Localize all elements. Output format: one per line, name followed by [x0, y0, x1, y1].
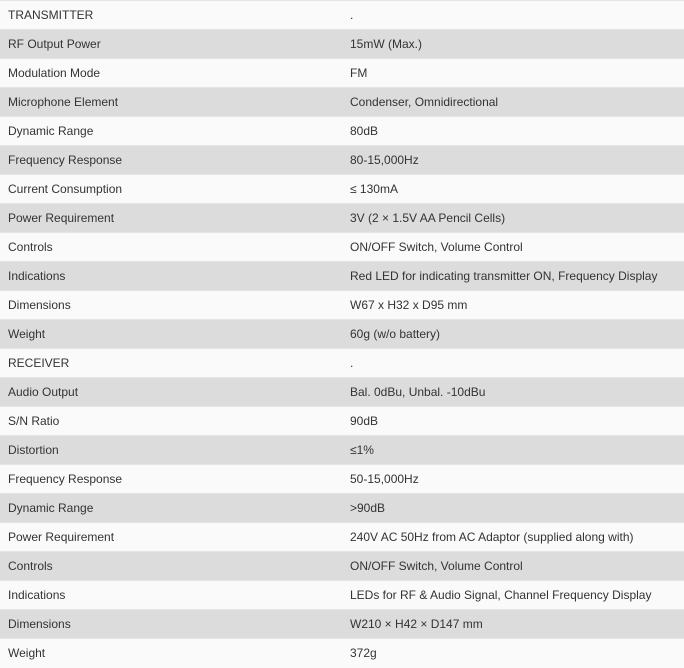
- spec-value: Red LED for indicating transmitter ON, F…: [342, 261, 684, 291]
- spec-value: 90dB: [342, 406, 684, 436]
- table-row: Controls ON/OFF Switch, Volume Control: [0, 232, 684, 262]
- spec-value: 372g: [342, 638, 684, 668]
- table-row: Current Consumption ≤ 130mA: [0, 174, 684, 204]
- spec-label: Controls: [0, 551, 342, 581]
- spec-value: 60g (w/o battery): [342, 319, 684, 349]
- table-row: Distortion ≤1%: [0, 435, 684, 465]
- table-row: Frequency Response 80-15,000Hz: [0, 145, 684, 175]
- table-row: Dynamic Range 80dB: [0, 116, 684, 146]
- table-row: Power Requirement 3V (2 × 1.5V AA Pencil …: [0, 203, 684, 233]
- table-row: Weight 60g (w/o battery): [0, 319, 684, 349]
- table-row: Microphone Element Condenser, Omnidirecti…: [0, 87, 684, 117]
- table-row: Weight 372g: [0, 638, 684, 668]
- spec-label: Dimensions: [0, 290, 342, 320]
- spec-value: 80-15,000Hz: [342, 145, 684, 175]
- spec-value: ON/OFF Switch, Volume Control: [342, 232, 684, 262]
- table-row: Controls ON/OFF Switch, Volume Control: [0, 551, 684, 581]
- spec-value: .: [342, 0, 684, 30]
- spec-value: 15mW (Max.): [342, 29, 684, 59]
- spec-label: S/N Ratio: [0, 406, 342, 436]
- spec-label: Weight: [0, 319, 342, 349]
- spec-label: Microphone Element: [0, 87, 342, 117]
- spec-label: Modulation Mode: [0, 58, 342, 88]
- table-row: TRANSMITTER.: [0, 0, 684, 30]
- spec-label: Weight: [0, 638, 342, 668]
- spec-label: Frequency Response: [0, 145, 342, 175]
- spec-label: Indications: [0, 580, 342, 610]
- spec-value: W210 × H42 × D147 mm: [342, 609, 684, 639]
- table-row: Indications LEDs for RF & Audio Signal, C…: [0, 580, 684, 610]
- spec-value: 240V AC 50Hz from AC Adaptor (supplied a…: [342, 522, 684, 552]
- spec-label: Dynamic Range: [0, 116, 342, 146]
- spec-value: >90dB: [342, 493, 684, 523]
- spec-label: Indications: [0, 261, 342, 291]
- spec-label: RECEIVER: [0, 348, 342, 378]
- table-row: Dimensions W67 x H32 x D95 mm: [0, 290, 684, 320]
- table-row: Dynamic Range >90dB: [0, 493, 684, 523]
- spec-value: ≤ 130mA: [342, 174, 684, 204]
- spec-value: Condenser, Omnidirectional: [342, 87, 684, 117]
- spec-value: 50-15,000Hz: [342, 464, 684, 494]
- spec-label: Controls: [0, 232, 342, 262]
- table-row: Audio Output Bal. 0dBu, Unbal. -10dBu: [0, 377, 684, 407]
- spec-label: Audio Output: [0, 377, 342, 407]
- table-row: Frequency Response 50-15,000Hz: [0, 464, 684, 494]
- spec-label: Power Requirement: [0, 203, 342, 233]
- spec-label: Current Consumption: [0, 174, 342, 204]
- spec-label: Dimensions: [0, 609, 342, 639]
- spec-value: Bal. 0dBu, Unbal. -10dBu: [342, 377, 684, 407]
- table-row: RECEIVER.: [0, 348, 684, 378]
- spec-value: ≤1%: [342, 435, 684, 465]
- spec-label: TRANSMITTER: [0, 0, 342, 30]
- spec-value: LEDs for RF & Audio Signal, Channel Freq…: [342, 580, 684, 610]
- spec-value: 3V (2 × 1.5V AA Pencil Cells): [342, 203, 684, 233]
- spec-label: Dynamic Range: [0, 493, 342, 523]
- table-row: Dimensions W210 × H42 × D147 mm: [0, 609, 684, 639]
- spec-value: .: [342, 348, 684, 378]
- table-row: Modulation Mode FM: [0, 58, 684, 88]
- table-row: Indications Red LED for indicating transm…: [0, 261, 684, 291]
- spec-label: RF Output Power: [0, 29, 342, 59]
- spec-value: FM: [342, 58, 684, 88]
- spec-label: Power Requirement: [0, 522, 342, 552]
- table-row: Power Requirement 240V AC 50Hz from AC Ad…: [0, 522, 684, 552]
- table-row: S/N Ratio 90dB: [0, 406, 684, 436]
- table-row: RF Output Power 15mW (Max.): [0, 29, 684, 59]
- spec-value: ON/OFF Switch, Volume Control: [342, 551, 684, 581]
- spec-label: Frequency Response: [0, 464, 342, 494]
- spec-value: 80dB: [342, 116, 684, 146]
- spec-value: W67 x H32 x D95 mm: [342, 290, 684, 320]
- spec-label: Distortion: [0, 435, 342, 465]
